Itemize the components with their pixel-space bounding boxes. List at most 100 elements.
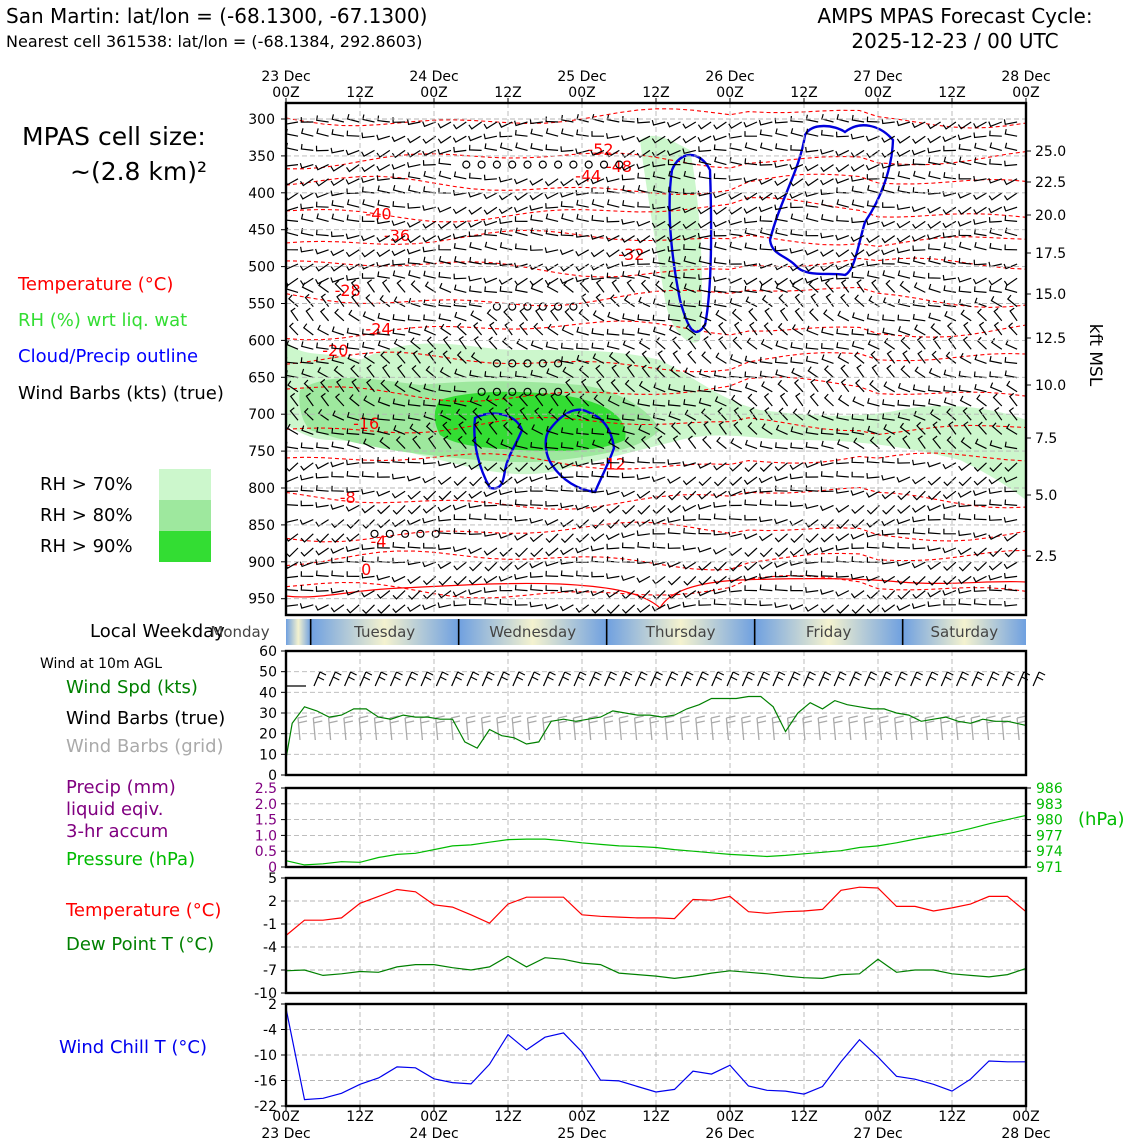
grid-wind-barb (741, 715, 751, 741)
wind-barb (881, 490, 896, 500)
wind-barb (330, 504, 345, 510)
wind-barb (713, 230, 727, 237)
wind-barb (498, 277, 513, 285)
wind-barb (973, 132, 987, 139)
wind-barb (805, 485, 819, 492)
wind-barb (560, 201, 574, 208)
wind-barb (836, 114, 849, 123)
wind-barb (560, 342, 574, 350)
wind-barb (761, 295, 773, 308)
isotherm-label: 0 (361, 560, 371, 579)
wind-barb (837, 310, 850, 322)
top-hour-label: 12Z (494, 85, 521, 101)
wind-barb (682, 590, 697, 599)
wind-barb (606, 413, 620, 421)
wind-barb (299, 603, 314, 609)
wind-barb (609, 294, 620, 308)
wind-barb (821, 113, 834, 123)
wind-barb (928, 243, 941, 251)
wind-barb (513, 178, 528, 185)
wind-barb (957, 588, 972, 594)
wind-barb (545, 144, 559, 151)
wind-barb (728, 121, 743, 129)
wind-barb (790, 144, 803, 151)
wind-barb (487, 336, 498, 350)
calm-circle (584, 160, 593, 169)
wind-barb (882, 258, 895, 265)
wind-barb (775, 424, 788, 435)
wind-barb (315, 277, 329, 285)
wind-barb (897, 382, 911, 393)
wind-barb (701, 351, 712, 364)
wind-barb (667, 459, 681, 465)
calm-circle (401, 529, 410, 538)
wind-barb (670, 366, 681, 379)
wind-barb (810, 293, 819, 307)
wind-barb (973, 476, 987, 486)
wind-barb (774, 571, 788, 578)
wind-barb (700, 408, 712, 421)
wind-barb (377, 472, 390, 478)
wind-barb (989, 547, 1003, 558)
wind-barb (698, 242, 712, 251)
wind-barb (376, 218, 390, 225)
bottom-date-label: 28 Dec (1001, 1126, 1050, 1140)
wind-barb (393, 338, 406, 350)
wind-barb (882, 399, 895, 407)
wind-barb (911, 561, 926, 569)
wind-barb (791, 367, 804, 379)
true-wind-barb (328, 671, 342, 687)
wind-barb (913, 282, 926, 293)
wind-barb (300, 547, 314, 557)
wind-barb (683, 490, 697, 501)
cross-section-content: -44-52-48-40-36-32-28-24-20-16-12-8-40 (286, 108, 1026, 615)
wind-barb (382, 364, 391, 378)
wind-barb (670, 422, 681, 435)
wind-barb (361, 164, 375, 173)
wind-barb (453, 528, 467, 535)
wind-barb (396, 350, 406, 364)
wind-barb (443, 435, 452, 449)
wind-barb (437, 515, 452, 522)
wind-barb (897, 185, 911, 194)
wind-barb (534, 407, 544, 421)
wind-barb (790, 228, 803, 237)
wind-barb (469, 396, 482, 407)
wind-barb (820, 471, 834, 478)
wind-barb (484, 598, 497, 606)
wind-barb (759, 547, 773, 558)
wind-barb (606, 341, 620, 350)
wind-barb (865, 164, 880, 171)
wind-barb (747, 422, 758, 435)
wind-barb (575, 232, 589, 238)
wind-barb (990, 296, 1003, 308)
wind-barb (729, 371, 742, 379)
wind-barb (942, 274, 956, 281)
wind-barb (636, 163, 651, 170)
wind-barb (960, 437, 972, 450)
wind-barb (881, 249, 895, 256)
wind-barb (621, 174, 635, 181)
wind-barb (438, 313, 452, 322)
wind-barb (576, 410, 589, 421)
wind-barb (713, 173, 727, 180)
true-wind-barb (1017, 671, 1031, 687)
wind-barb (774, 204, 788, 211)
wind-barb (728, 462, 743, 472)
wind-barb (636, 135, 651, 143)
wind-barb (728, 206, 743, 215)
top-date-label: 25 Dec (557, 69, 606, 85)
bottom-date-label: 26 Dec (705, 1126, 754, 1140)
wind-barb (641, 364, 651, 378)
wind-barb (305, 307, 314, 322)
wind-barb (942, 121, 957, 130)
wind-barb (927, 220, 941, 230)
wind-barb (453, 189, 467, 196)
wind-barb (299, 263, 314, 271)
wind-barb (438, 399, 452, 407)
wind-barb (1006, 380, 1018, 393)
wind-barb (483, 133, 498, 140)
wind-barb (286, 572, 299, 579)
wind-barb (976, 336, 987, 350)
wind-barb (774, 192, 788, 201)
